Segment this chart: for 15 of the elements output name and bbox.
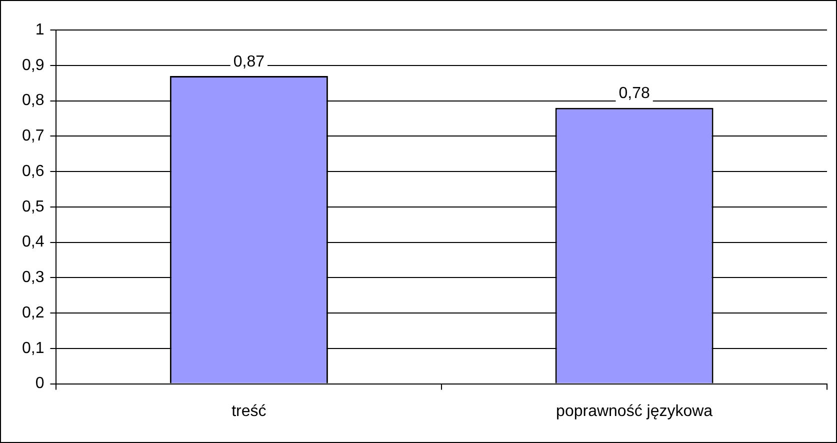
x-tick-label: treść (232, 402, 266, 420)
y-tick-label: 0,5 (22, 198, 44, 216)
data-label: 0,78 (618, 85, 650, 102)
y-tick-label: 0,4 (22, 234, 44, 251)
y-tick-label: 0,9 (22, 56, 44, 74)
x-tick-label: poprawność językowa (556, 402, 713, 420)
y-tick-label: 0,6 (22, 162, 44, 180)
y-tick-label: 0,2 (22, 304, 44, 322)
y-tick-label: 0,7 (22, 128, 44, 145)
data-label: 0,87 (233, 53, 265, 70)
y-tick-label: 0,8 (22, 92, 44, 110)
y-tick-label: 0,1 (22, 340, 44, 357)
y-tick-label: 0 (35, 375, 44, 392)
y-tick-label: 0,3 (22, 269, 44, 286)
y-tick-label: 1 (35, 21, 44, 38)
